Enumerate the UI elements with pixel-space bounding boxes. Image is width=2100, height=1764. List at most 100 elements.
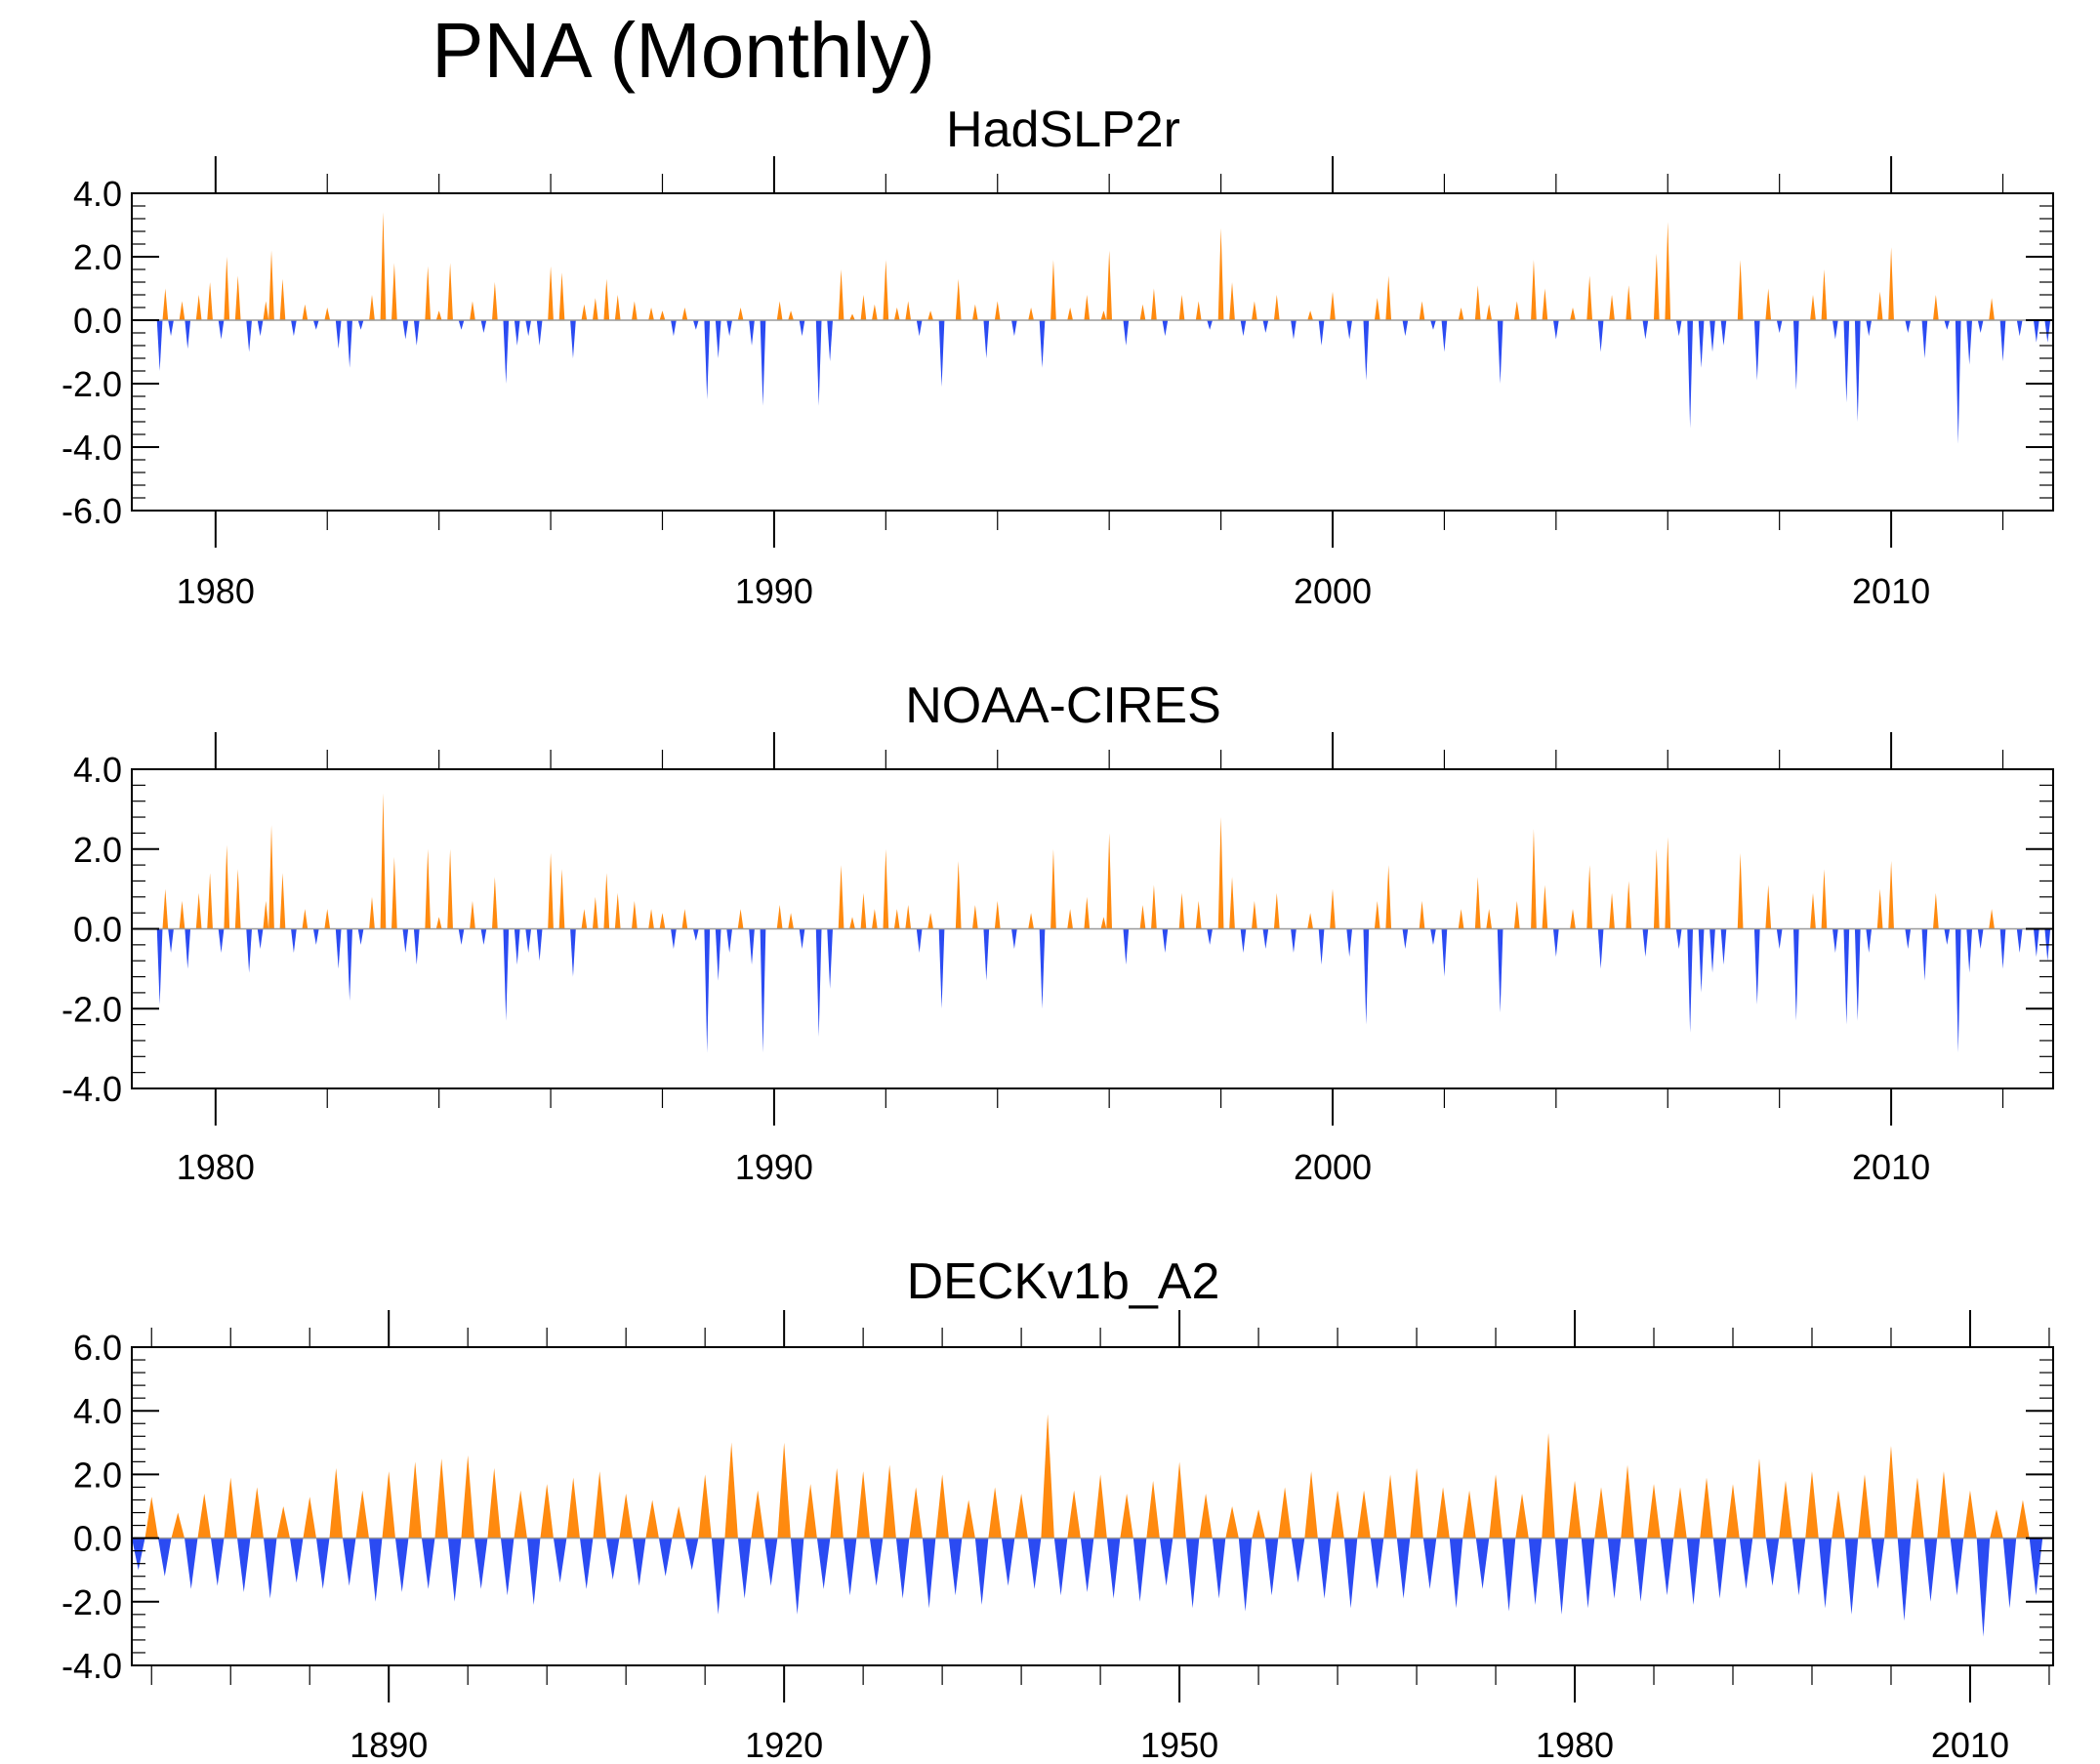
data-spike	[461, 1455, 474, 1538]
x-tick-label: 2010	[1852, 1147, 1930, 1187]
data-spike	[815, 320, 822, 406]
data-spike	[289, 1538, 304, 1583]
x-tick-label: 2000	[1294, 571, 1372, 611]
data-spike	[692, 928, 699, 941]
data-spike	[1687, 928, 1693, 1033]
data-spike	[1626, 285, 1632, 320]
data-spike	[726, 928, 732, 954]
data-spike	[1374, 900, 1380, 929]
data-spike	[1876, 291, 1883, 320]
data-spike	[197, 1493, 211, 1538]
x-tick-label: 2000	[1294, 1147, 1372, 1187]
data-spike	[1489, 1474, 1503, 1538]
x-tick-label: 1980	[177, 571, 255, 611]
data-spike	[329, 1467, 343, 1538]
data-spike	[962, 1499, 975, 1538]
data-spike	[1264, 1538, 1279, 1596]
data-spike	[162, 288, 169, 320]
data-spike	[315, 1538, 330, 1589]
data-spike	[558, 272, 565, 320]
data-spike	[704, 320, 711, 400]
data-spike	[1100, 310, 1107, 320]
data-spike	[1642, 320, 1649, 340]
data-spike	[893, 308, 900, 320]
data-spike	[1011, 928, 1017, 949]
data-spike	[335, 928, 342, 969]
data-spike	[342, 1538, 356, 1586]
data-spike	[168, 928, 174, 954]
data-spike	[2016, 1499, 2030, 1538]
data-spike	[955, 278, 962, 320]
data-spike	[421, 1538, 435, 1589]
data-spike	[1262, 320, 1269, 333]
data-spike	[1146, 1480, 1160, 1538]
data-spike	[1779, 1480, 1792, 1538]
data-spike	[263, 1538, 277, 1599]
y-tick-label: -6.0	[62, 491, 122, 531]
data-spike	[257, 928, 264, 949]
data-spike	[671, 928, 677, 949]
data-spike	[724, 1442, 738, 1538]
data-spike	[972, 304, 978, 320]
data-spike	[1199, 1493, 1213, 1538]
data-spike	[838, 269, 844, 320]
data-spike	[1552, 928, 1559, 958]
data-spike	[1330, 291, 1336, 320]
data-spike	[1278, 1487, 1292, 1538]
data-spike	[1554, 1538, 1569, 1615]
data-spike	[1871, 1538, 1885, 1589]
panel-title: NOAA-CIRES	[905, 677, 1221, 734]
data-spike	[171, 1512, 185, 1538]
data-spike	[1151, 288, 1157, 320]
data-spike	[849, 313, 855, 320]
data-spike	[827, 320, 833, 362]
data-spike	[1647, 1484, 1661, 1538]
data-spike	[168, 320, 174, 337]
data-spike	[1586, 275, 1593, 320]
data-spike	[1609, 295, 1615, 320]
data-spike	[1106, 250, 1113, 320]
data-spike	[1765, 884, 1772, 929]
data-spike	[711, 1538, 725, 1615]
data-spike	[760, 320, 766, 406]
data-spike	[1028, 308, 1034, 320]
data-spike	[1151, 884, 1157, 929]
data-spike	[480, 928, 487, 945]
data-spike	[1441, 320, 1448, 352]
data-spike	[1028, 913, 1034, 929]
data-spike	[1252, 900, 1257, 929]
data-spike	[1374, 298, 1380, 320]
data-spike	[570, 320, 576, 358]
data-spike	[1067, 308, 1073, 320]
data-spike	[1621, 1464, 1634, 1538]
y-tick-label: 0.0	[73, 1519, 122, 1559]
data-spike	[1318, 928, 1325, 965]
data-spike	[1897, 1538, 1912, 1621]
data-spike	[548, 852, 554, 929]
data-spike	[1765, 1538, 1780, 1586]
data-spike	[749, 320, 755, 346]
data-spike	[2002, 1538, 2017, 1609]
data-spike	[1067, 909, 1073, 929]
data-spike	[1139, 904, 1146, 929]
data-spike	[1626, 881, 1632, 929]
data-spike	[581, 304, 588, 320]
data-spike	[763, 1538, 778, 1586]
data-spike	[1343, 1538, 1358, 1609]
data-spike	[1093, 1474, 1107, 1538]
x-tick-label: 1890	[350, 1725, 428, 1764]
data-spike	[816, 1538, 831, 1589]
data-spike	[480, 320, 487, 333]
data-spike	[413, 320, 420, 346]
data-spike	[156, 928, 163, 1005]
panel-title: HadSLP2r	[946, 102, 1180, 158]
data-spike	[684, 1538, 699, 1571]
x-tick-label: 1950	[1140, 1725, 1218, 1764]
data-spike	[257, 320, 264, 337]
data-spike	[1739, 1538, 1753, 1589]
plot-frame	[131, 192, 2054, 512]
data-spike	[514, 928, 520, 965]
y-tick-label: -2.0	[62, 989, 122, 1029]
data-spike	[927, 913, 933, 929]
data-spike	[1027, 1538, 1042, 1589]
